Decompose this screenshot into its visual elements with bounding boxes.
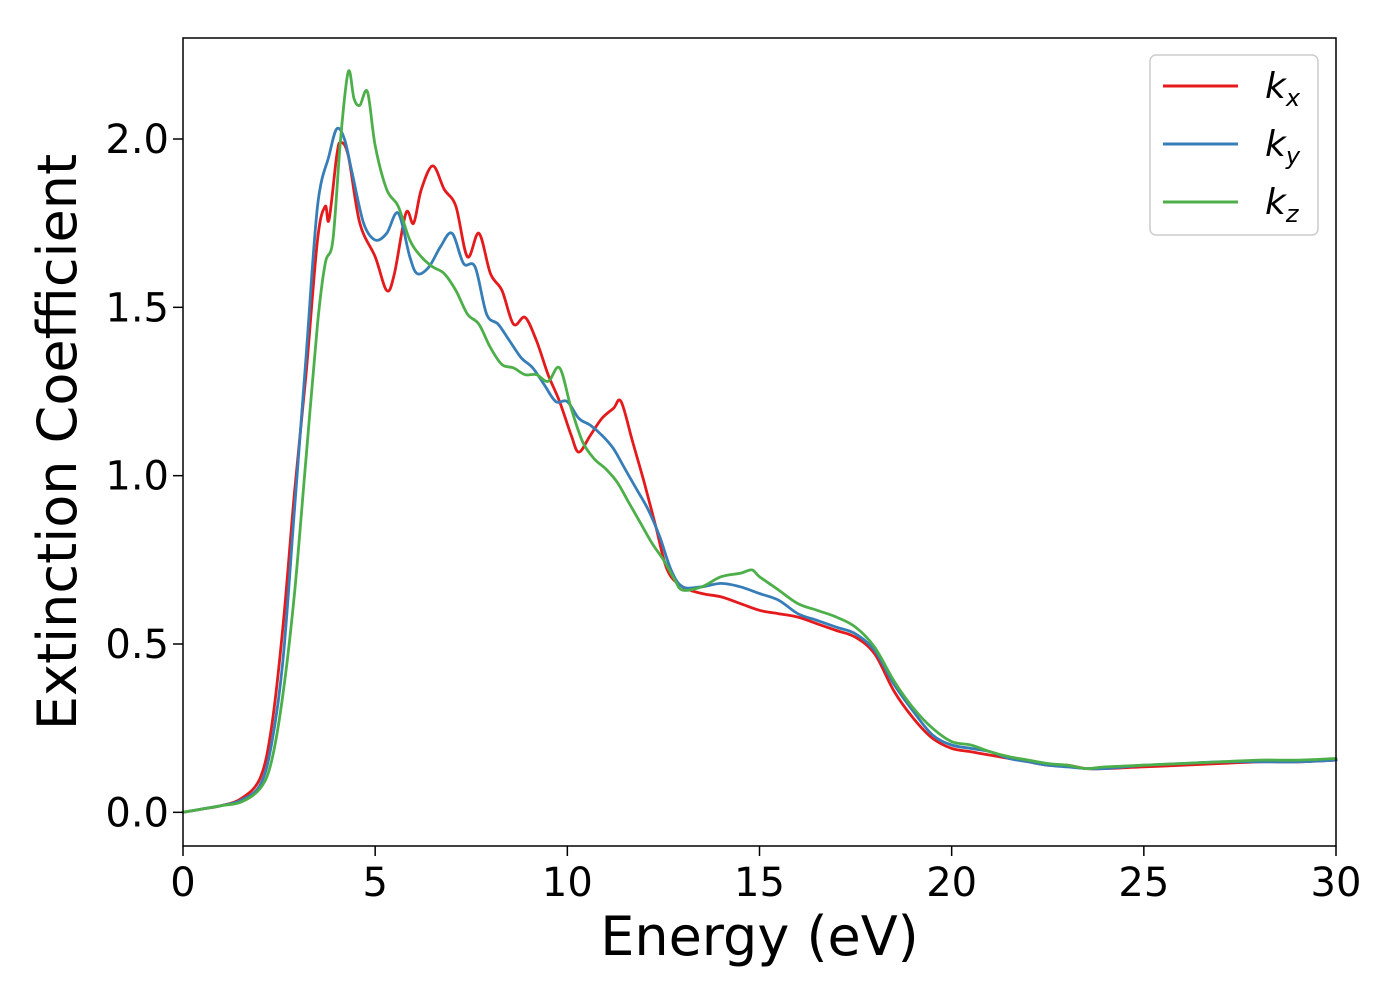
legend-label-base: k [1265,124,1288,165]
legend-label-subscript: y [1285,142,1301,170]
x-axis-label: Energy (eV) [600,905,919,968]
y-axis-ticks: 0.0 0.5 1.0 1.5 2.0 [105,117,183,836]
x-tick-label: 10 [542,860,593,906]
x-tick-label: 15 [734,860,785,906]
legend-label-ky: ky [1265,124,1301,170]
x-tick-label: 0 [170,860,195,906]
legend-label-base: k [1265,66,1288,107]
y-tick-label: 1.0 [105,454,169,500]
x-tick-label: 30 [1311,860,1362,906]
legend-label-base: k [1265,182,1288,223]
y-tick-label: 0.0 [105,790,169,836]
series-line-kx [181,141,1338,814]
x-tick-label: 25 [1118,860,1169,906]
x-axis-ticks: 0 5 10 15 20 25 30 [170,846,1361,906]
series-line-kz [181,69,1338,814]
legend-label-kx: kx [1265,66,1301,112]
legend-label-kz: kz [1265,182,1300,228]
series-layer [181,69,1338,814]
y-axis-label: Extinction Coefficient [26,154,89,730]
x-tick-label: 20 [926,860,977,906]
x-tick-label: 5 [362,860,387,906]
y-tick-label: 1.5 [105,285,169,331]
legend-label-subscript: x [1285,84,1301,112]
legend-label-subscript: z [1285,200,1300,228]
y-tick-label: 0.5 [105,622,169,668]
y-tick-label: 2.0 [105,117,169,163]
